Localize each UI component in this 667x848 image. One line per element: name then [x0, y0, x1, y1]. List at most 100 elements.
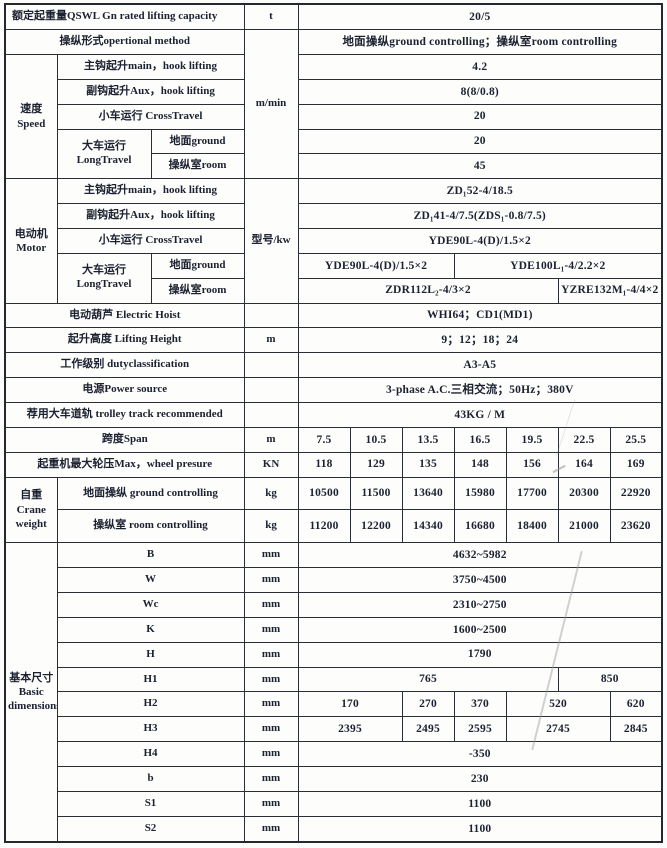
dim-H2-row: H2 mm 170 270 370 520 620 [5, 691, 663, 718]
speed-long-travel-room-row: 操纵室room 45 [5, 153, 663, 180]
motor-aux-hook-label: 副钩起升Aux，hook lifting [56, 203, 245, 229]
span-row: 跨度Span m 7.5 10.5 13.5 16.5 19.5 22.5 25.5 [4, 426, 663, 453]
max-wheel-pressure-v3: 135 [401, 451, 455, 478]
power-source-label: 电源Power source [4, 377, 245, 403]
span-v3: 13.5 [401, 426, 455, 453]
dim-H4-unit: mm [243, 741, 299, 767]
weight-ground-row: 自重 Crane weight 地面操纵 ground controlling kg… [4, 476, 663, 544]
power-source-unit [243, 377, 299, 403]
weight-ground-v5: 17700 [505, 476, 559, 511]
max-wheel-pressure-v1: 118 [297, 451, 351, 478]
speed-long-travel-ground-label: 地面ground [150, 128, 245, 155]
span-v6: 22.5 [557, 426, 611, 453]
rated-capacity-row: 额定起重量QSWL Gn rated lifting capacity t 20/5 [4, 3, 663, 31]
dim-H-value: 1790 [297, 641, 663, 668]
dim-H3-row: H3 mm 2395 2495 2595 2745 2845 [5, 716, 663, 743]
dim-H1-row: H1 mm 765 850 [5, 666, 663, 693]
speed-main-hook-group: 速度 Speed [4, 53, 58, 180]
dim-H4-row: H4 mm -350 [5, 741, 663, 767]
max-wheel-pressure-row: 起重机最大轮压Max，wheel presure KN 118 129 135 148 15… [4, 451, 663, 478]
speed-cross-travel-row: 小车运行 CrossTravel 20 [5, 103, 663, 130]
dim-K-label: K [56, 616, 245, 643]
dim-S2-value: 1100 [297, 815, 663, 843]
operational-method-unit-speed: m/min [243, 29, 299, 180]
weight-ground-v7: 22920 [609, 476, 663, 511]
dim-H1-label: H1 [56, 666, 245, 693]
weight-room-unit: kg [243, 509, 299, 544]
span-v1: 7.5 [297, 426, 351, 453]
dim-b-row: b mm 230 [5, 765, 663, 792]
speed-aux-hook-label: 副钩起升Aux，hook lifting [56, 78, 245, 105]
weight-room-v6: 21000 [557, 509, 611, 544]
dim-H2-unit: mm [243, 691, 299, 718]
dim-Wc-row: Wc mm 2310~2750 [5, 591, 663, 618]
weight-ground-v6: 20300 [557, 476, 611, 511]
dim-H3-v4: 2745 [505, 716, 611, 743]
weight-room-v2: 12200 [349, 509, 403, 544]
dim-S2-row: S2 mm 1100 [5, 815, 663, 843]
rated-capacity-label: 额定起重量QSWL Gn rated lifting capacity [4, 3, 245, 31]
power-source-value: 3-phase A.C.三相交流；50Hz；380V [297, 377, 663, 403]
trolley-track-unit [243, 401, 299, 428]
dim-H3-v3: 2595 [453, 716, 507, 743]
motor-main-hook-unit-motor: 型号/kw [243, 178, 299, 304]
speed-long-travel-ground-row: 大车运行 LongTravel 地面ground 20 [5, 128, 663, 180]
max-wheel-pressure-v7: 169 [609, 451, 663, 478]
operational-method-row: 操纵形式opertional method m/min 地面操纵ground con… [4, 29, 663, 180]
max-wheel-pressure-v2: 129 [349, 451, 403, 478]
span-v7: 25.5 [609, 426, 663, 453]
dim-Wc-label: Wc [56, 591, 245, 618]
operational-method-value: 地面操纵ground controlling；操纵室room controlli… [297, 29, 663, 55]
speed-long-travel-room-label: 操纵室room [150, 153, 245, 180]
motor-long-travel-ground-value-b: YDE100L₁-4/2.2×2 [453, 252, 663, 279]
motor-main-hook-row: 电动机 Motor 主钩起升main，hook lifting 型号/kw ZD₁52… [4, 178, 663, 304]
dim-W-unit: mm [243, 567, 299, 593]
dim-H4-value: -350 [297, 741, 663, 767]
duty-classification-row: 工作级别 dutyclassification A3-A5 [4, 352, 663, 379]
dim-H2-v2: 270 [401, 691, 455, 718]
motor-aux-hook-row: 副钩起升Aux，hook lifting ZD₁41-4/7.5(ZDS₁-0.8… [5, 203, 663, 229]
max-wheel-pressure-v6: 164 [557, 451, 611, 478]
weight-room-label: 操纵室 room controlling [56, 509, 245, 544]
lifting-height-unit: m [243, 327, 299, 354]
duty-classification-unit [243, 352, 299, 379]
speed-main-hook-label: 主钩起升main，hook lifting [56, 53, 245, 80]
weight-room-v1: 11200 [297, 509, 351, 544]
motor-long-travel-room-value-a: ZDR112L₂-4/3×2 [297, 277, 559, 304]
dim-S2-label: S2 [56, 815, 245, 843]
trolley-track-value: 43KG / M [297, 401, 663, 428]
weight-ground-group: 自重 Crane weight [4, 476, 58, 544]
dim-H3-v2: 2495 [401, 716, 455, 743]
speed-cross-travel-label: 小车运行 CrossTravel [56, 103, 245, 130]
dim-W-label: W [56, 567, 245, 593]
rated-capacity-unit: t [243, 3, 299, 31]
motor-long-travel-ground-sublabel: 大车运行 LongTravel [56, 252, 152, 304]
dim-K-value: 1600~2500 [297, 616, 663, 643]
electric-hoist-label: 电动葫芦 Electric Hoist [4, 302, 245, 329]
weight-ground-v2: 11500 [349, 476, 403, 511]
max-wheel-pressure-label: 起重机最大轮压Max，wheel presure [4, 451, 245, 478]
motor-long-travel-ground-row: 大车运行 LongTravel 地面ground YDE90L-4(D)/1.5×2… [5, 252, 663, 304]
dim-H-label: H [56, 641, 245, 668]
motor-cross-travel-label: 小车运行 CrossTravel [56, 227, 245, 254]
max-wheel-pressure-v4: 148 [453, 451, 507, 478]
span-unit: m [243, 426, 299, 453]
speed-long-travel-ground-value: 20 [297, 128, 663, 155]
motor-long-travel-room-value-b: YZRE132M₁-4/4×2 [557, 277, 663, 304]
dim-b-unit: mm [243, 765, 299, 792]
electric-hoist-row: 电动葫芦 Electric Hoist WHI64；CD1(MD1) [4, 302, 663, 329]
spec-table-body: 额定起重量QSWL Gn rated lifting capacity t 20/5… [4, 3, 663, 843]
motor-main-hook-value: ZD₁52-4/18.5 [297, 178, 663, 205]
weight-ground-v3: 13640 [401, 476, 455, 511]
dim-B-label: B [56, 542, 245, 569]
span-v5: 19.5 [505, 426, 559, 453]
trolley-track-label: 荐用大车道轨 trolley track recommended [4, 401, 245, 428]
speed-main-hook-row: 速度 Speed 主钩起升main，hook lifting 4.2 [4, 53, 663, 180]
speed-main-hook-value: 4.2 [297, 53, 663, 80]
dim-H1-unit: mm [243, 666, 299, 693]
dim-Wc-value: 2310~2750 [297, 591, 663, 618]
electric-hoist-unit [243, 302, 299, 329]
dim-S1-label: S1 [56, 790, 245, 817]
